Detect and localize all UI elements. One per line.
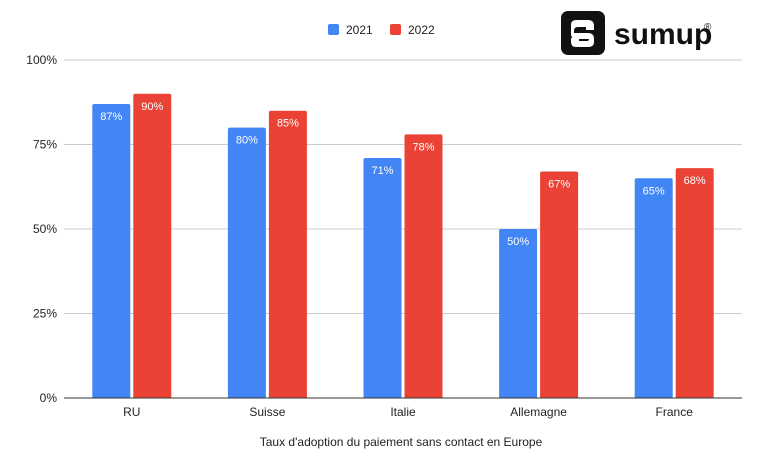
bar-2021-France: [634, 178, 673, 398]
x-axis-categories: RU Suisse Italie Allemagne France: [123, 405, 693, 419]
legend-label-2021: 2021: [346, 23, 373, 37]
bar-2021-Italie: [363, 158, 402, 398]
bar-2022-Italie: [404, 134, 443, 399]
bar-2021-Allemagne: [499, 229, 538, 398]
legend-swatch-2021: [328, 24, 339, 35]
bar-2022-France: [675, 168, 714, 398]
data-label-2022-RU: 90%: [141, 101, 163, 113]
sumup-logo-registered: ®: [704, 22, 712, 33]
bar-2022-Allemagne: [540, 171, 579, 398]
data-label-2021-Suisse: 80%: [236, 135, 258, 147]
legend-swatch-2022: [390, 24, 401, 35]
data-label-2022-Allemagne: 67%: [548, 179, 570, 191]
y-tick-label: 75%: [33, 138, 57, 152]
y-axis-ticks: 0% 25% 50% 75% 100%: [26, 53, 57, 405]
y-tick-label: 0%: [40, 391, 58, 405]
y-tick-label: 100%: [26, 53, 57, 67]
data-label-2021-Allemagne: 50%: [507, 236, 529, 248]
x-axis-title: Taux d'adoption du paiement sans contact…: [260, 435, 543, 449]
category-label-4: France: [656, 405, 694, 419]
category-label-1: Suisse: [249, 405, 285, 419]
data-label-2021-France: 65%: [643, 185, 665, 197]
sumup-logo-wordmark: sumup: [614, 18, 712, 51]
category-label-0: RU: [123, 405, 140, 419]
legend-label-2022: 2022: [408, 23, 435, 37]
data-label-2022-Suisse: 85%: [277, 118, 299, 130]
category-label-3: Allemagne: [510, 405, 567, 419]
data-label-2021-RU: 87%: [100, 111, 122, 123]
y-tick-label: 50%: [33, 222, 57, 236]
category-label-2: Italie: [390, 405, 416, 419]
bar-2021-RU: [92, 103, 131, 398]
bar-2021-Suisse: [227, 127, 266, 398]
bars: 87% 90% 80% 85% 71% 78% 50% 67% 65% 68%: [92, 93, 714, 399]
sumup-logo: sumup ®: [561, 11, 712, 55]
data-label-2022-Italie: 78%: [412, 141, 434, 153]
bar-2022-RU: [133, 93, 172, 399]
sumup-logo-glyph: [571, 20, 594, 47]
gridlines: [64, 59, 742, 314]
data-label-2021-Italie: 71%: [371, 165, 393, 177]
y-tick-label: 25%: [33, 307, 57, 321]
legend: 2021 2022: [328, 23, 435, 37]
bar-2022-Suisse: [268, 110, 307, 398]
data-label-2022-France: 68%: [684, 175, 706, 187]
